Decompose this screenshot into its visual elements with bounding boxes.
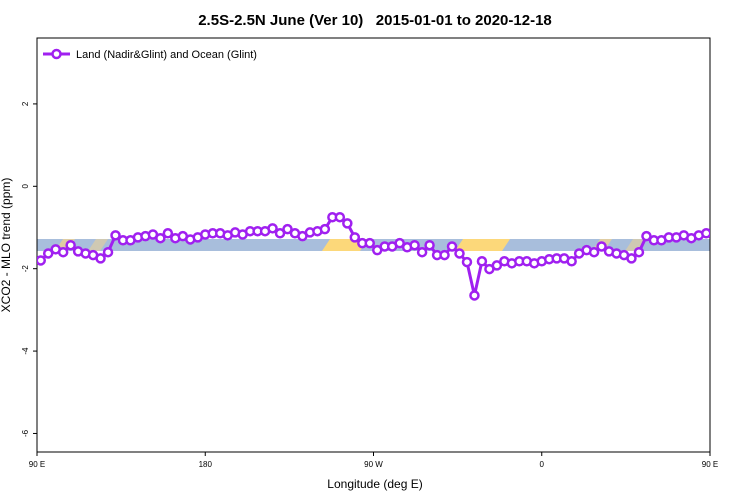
y-tick-label: -4	[21, 347, 30, 355]
legend-marker	[51, 48, 62, 60]
y-tick-label: 2	[21, 101, 30, 106]
data-point	[394, 237, 405, 249]
x-axis-label: Longitude (deg E)	[327, 477, 422, 491]
data-point	[454, 248, 465, 259]
data-point	[641, 230, 652, 242]
data-point	[439, 249, 450, 261]
data-point	[42, 248, 54, 259]
data-point	[469, 290, 480, 301]
data-point	[65, 239, 76, 251]
legend-label: Land (Nadir&Glint) and Ocean (Glint)	[76, 49, 257, 61]
data-point	[162, 228, 174, 239]
data-point	[566, 256, 577, 267]
data-point	[95, 253, 106, 264]
data-point	[588, 246, 600, 258]
data-point	[57, 246, 69, 258]
x-tick-label: 0	[540, 460, 545, 469]
x-tick-label: 90 E	[29, 460, 45, 469]
data-point	[476, 256, 488, 267]
data-point	[282, 223, 293, 235]
y-tick-label: 0	[21, 184, 30, 189]
y-axis-label: XCO2 - MLO trend (ppm)	[0, 178, 13, 313]
data-point	[155, 232, 166, 244]
data-point	[596, 241, 607, 252]
chart-title: 2.5S-2.5N June (Ver 10) 2015-01-01 to 20…	[198, 12, 552, 29]
data-point	[491, 260, 503, 271]
data-point	[349, 232, 361, 243]
legend: Land (Nadir&Glint) and Ocean (Glint)	[43, 48, 257, 61]
y-tick-label: -2	[21, 265, 30, 273]
series-line	[39, 215, 707, 297]
data-point	[633, 246, 645, 258]
x-tick-label: 90 W	[364, 460, 383, 469]
data-point	[334, 211, 346, 223]
x-tick-label: 180	[199, 460, 213, 469]
plot-layer	[37, 211, 710, 301]
data-point	[416, 246, 428, 258]
data-point	[267, 223, 278, 234]
data-point	[446, 241, 458, 252]
y-tick-label: -6	[21, 429, 30, 437]
x-tick-label: 90 E	[702, 460, 718, 469]
data-point	[110, 230, 121, 241]
data-point	[409, 239, 420, 251]
data-point	[319, 223, 331, 235]
data-point	[424, 239, 435, 251]
data-point	[701, 228, 710, 239]
data-point	[364, 237, 376, 249]
data-point	[37, 255, 46, 266]
data-point	[342, 218, 353, 229]
data-point	[274, 228, 286, 239]
data-point	[626, 253, 637, 264]
data-point	[102, 246, 114, 258]
data-point	[461, 256, 473, 268]
